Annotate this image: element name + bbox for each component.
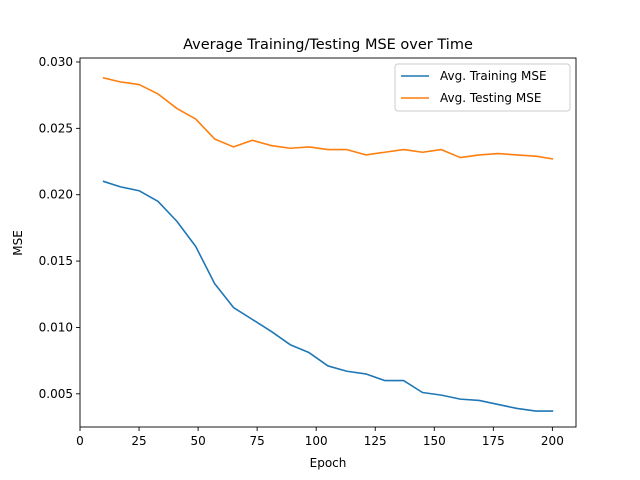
y-tick-label: 0.025 <box>39 121 73 135</box>
legend-label-1: Avg. Testing MSE <box>440 91 541 105</box>
y-tick-label: 0.005 <box>39 387 73 401</box>
x-tick-label: 175 <box>482 434 505 448</box>
x-tick-label: 150 <box>423 434 446 448</box>
x-tick-label: 100 <box>305 434 328 448</box>
y-tick-label: 0.030 <box>39 55 73 69</box>
x-tick-label: 125 <box>364 434 387 448</box>
series-line-1 <box>102 76 554 160</box>
legend-box <box>394 63 571 112</box>
x-tick-label: 0 <box>76 434 84 448</box>
x-tick-label: 75 <box>250 434 265 448</box>
x-tick-label: 25 <box>131 434 146 448</box>
x-axis-label: Epoch <box>310 456 347 470</box>
chart-title: Average Training/Testing MSE over Time <box>183 37 473 53</box>
series-line-0 <box>102 180 554 412</box>
legend-label-0: Avg. Training MSE <box>440 69 547 83</box>
x-tick-label: 200 <box>541 434 564 448</box>
axes-frame <box>79 57 577 428</box>
y-tick-label: 0.020 <box>39 188 73 202</box>
legend: Avg. Training MSE Avg. Testing MSE <box>394 63 571 112</box>
y-tick-label: 0.015 <box>39 254 73 268</box>
y-tick-label: 0.010 <box>39 320 73 334</box>
plot-area: 0 25 50 75 100 125 150 175 200 0.005 0.010 0.015 0.0… <box>39 55 577 448</box>
x-tick-label: 50 <box>190 434 205 448</box>
y-axis-label: MSE <box>11 230 25 256</box>
